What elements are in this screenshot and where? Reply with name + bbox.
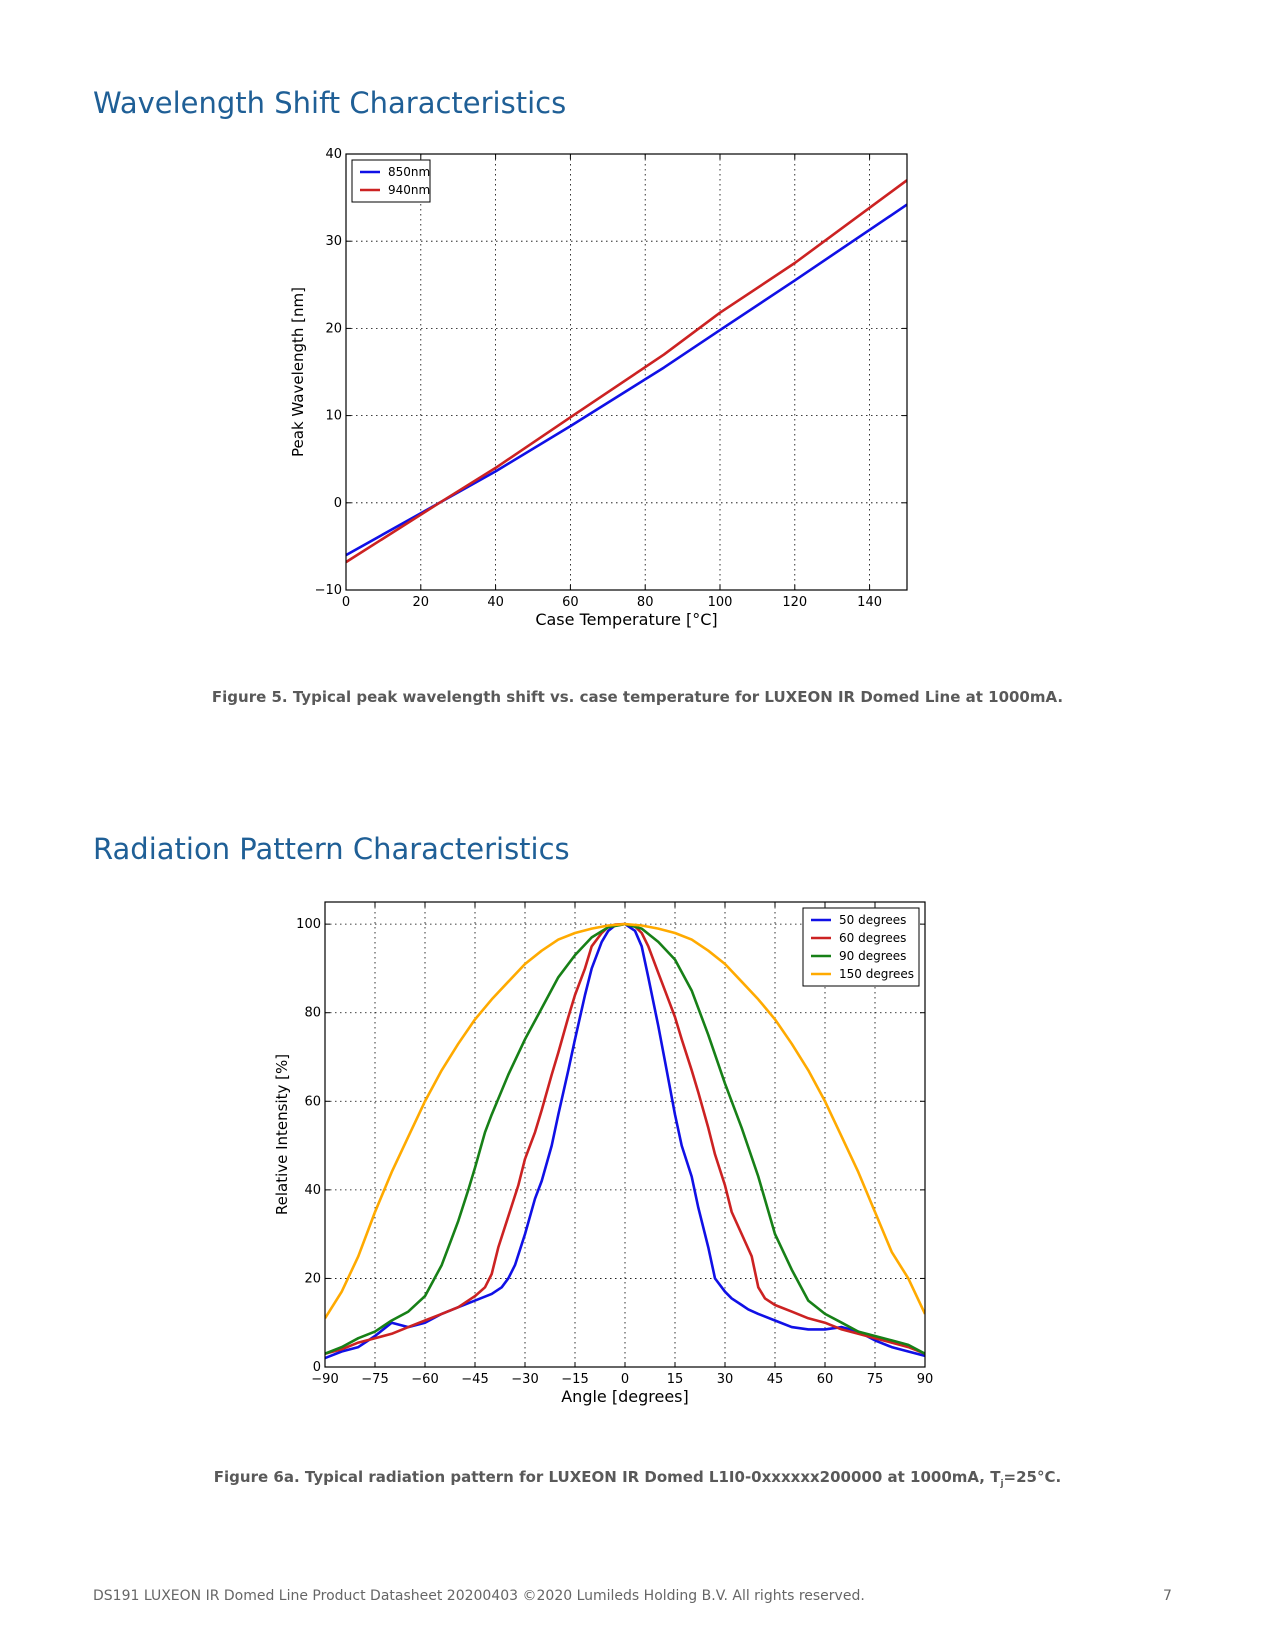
y-tick-label: 0	[313, 1360, 321, 1375]
x-tick-label: 15	[667, 1372, 684, 1387]
x-tick-label: 90	[917, 1372, 934, 1387]
figure6a-caption-sub: j	[1000, 1479, 1004, 1489]
radiation-chart: −90 −75 −60 −45 −30 −15 0 15 30 45 60 75 90 0 20 40 60 80…	[273, 901, 934, 1406]
series-line-940nm	[346, 179, 907, 564]
y-tick-label: 100	[296, 917, 321, 932]
x-tick-label: 80	[637, 595, 654, 610]
y-tick-label: 80	[304, 1006, 321, 1021]
x-tick-label: 100	[708, 595, 733, 610]
x-tick-label: −30	[511, 1372, 538, 1387]
x-tick-label: 60	[562, 595, 579, 610]
x-tick-label: 120	[782, 595, 807, 610]
y-tick-label: −10	[315, 583, 342, 598]
x-tick-label: −15	[561, 1372, 588, 1387]
legend-label: 150 degrees	[839, 967, 914, 981]
figure6a-caption: Figure 6a. Typical radiation pattern for…	[0, 1468, 1275, 1489]
y-tick-label: 60	[304, 1094, 321, 1109]
x-tick-label: 0	[342, 595, 350, 610]
x-tick-label: 60	[817, 1372, 834, 1387]
footer-text: DS191 LUXEON IR Domed Line Product Datas…	[93, 1588, 865, 1604]
y-tick-label: 40	[304, 1183, 321, 1198]
series-line-90-degrees	[325, 922, 925, 1355]
page-number: 7	[1163, 1588, 1172, 1604]
y-tick-label: 40	[325, 147, 342, 162]
series-line-60-degrees	[325, 922, 925, 1355]
x-tick-label: 45	[767, 1372, 784, 1387]
y-tick-label: 20	[304, 1271, 321, 1286]
x-tick-label: −60	[411, 1372, 438, 1387]
figure5-caption: Figure 5. Typical peak wavelength shift …	[211, 688, 1064, 706]
series-line-150-degrees	[325, 922, 925, 1319]
x-tick-label: −90	[311, 1372, 338, 1387]
figure6a-caption-tail: =25°C.	[1003, 1468, 1062, 1486]
y-axis-label: Relative Intensity [%]	[273, 1054, 291, 1215]
section-title-wavelength: Wavelength Shift Characteristics	[93, 86, 567, 120]
x-tick-label: 140	[857, 595, 882, 610]
x-tick-label: 75	[867, 1372, 884, 1387]
legend-label: 50 degrees	[839, 913, 906, 927]
section-title-radiation: Radiation Pattern Characteristics	[93, 832, 570, 866]
legend-label: 90 degrees	[839, 949, 906, 963]
x-tick-label: −75	[361, 1372, 388, 1387]
x-tick-label: −45	[461, 1372, 488, 1387]
y-tick-label: 0	[334, 496, 342, 511]
legend-box	[351, 159, 431, 203]
x-tick-label: 40	[487, 595, 504, 610]
x-axis-label: Case Temperature [°C]	[535, 610, 717, 629]
x-axis-label: Angle [degrees]	[561, 1387, 689, 1406]
x-tick-label: 30	[717, 1372, 734, 1387]
figure6a-caption-main: Figure 6a. Typical radiation pattern for…	[213, 1468, 1001, 1486]
legend-label: 940nm	[388, 183, 430, 197]
legend-label: 850nm	[388, 165, 430, 179]
x-tick-label: 0	[621, 1372, 629, 1387]
y-tick-label: 20	[325, 321, 342, 336]
y-tick-label: 30	[325, 234, 342, 249]
y-tick-label: 10	[325, 409, 342, 424]
y-axis-label: Peak Wavelength [nm]	[289, 287, 307, 457]
legend-label: 60 degrees	[839, 931, 906, 945]
x-tick-label: 20	[413, 595, 430, 610]
plot-frame	[345, 153, 908, 591]
